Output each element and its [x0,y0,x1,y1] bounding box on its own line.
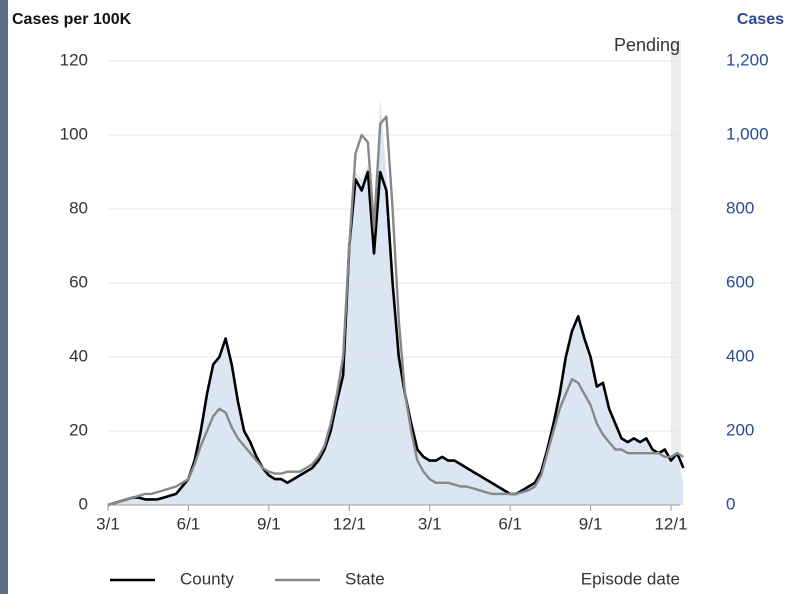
legend-label: State [345,569,385,588]
y-tick-label: 60 [69,272,88,291]
pending-band [671,41,681,505]
pending-label: Pending [614,35,680,55]
x-tick-label: 6/1 [177,514,201,533]
y2-tick-label: 1,200 [726,50,769,69]
y-tick-label: 40 [69,346,88,365]
y2-title: Cases [737,11,784,28]
x-tick-label: 3/1 [418,514,442,533]
chart-title: Cases per 100K [12,11,132,28]
x-tick-label: 12/1 [654,514,687,533]
line [107,115,685,507]
x-tick-label: 3/1 [96,514,120,533]
y2-tick-label: 800 [726,198,754,217]
y2-tick-label: 1,000 [726,124,769,143]
y-tick-label: 120 [60,50,88,69]
y-tick-label: 20 [69,420,88,439]
x-tick-label: 6/1 [498,514,522,533]
x-tick-label: 12/1 [333,514,366,533]
y2-tick-label: 400 [726,346,754,365]
y-tick-label: 100 [60,124,88,143]
area [108,98,684,505]
y-tick-label: 80 [69,198,88,217]
legend-label: County [180,569,234,588]
x-tick-label: 9/1 [579,514,603,533]
side-strip [0,0,8,594]
x-label: Episode date [581,569,680,588]
line [107,170,685,507]
y2-tick-label: 200 [726,420,754,439]
x-tick-label: 9/1 [257,514,281,533]
y2-tick-label: 600 [726,272,754,291]
y-tick-label: 0 [79,494,88,513]
y2-tick-label: 0 [726,494,735,513]
